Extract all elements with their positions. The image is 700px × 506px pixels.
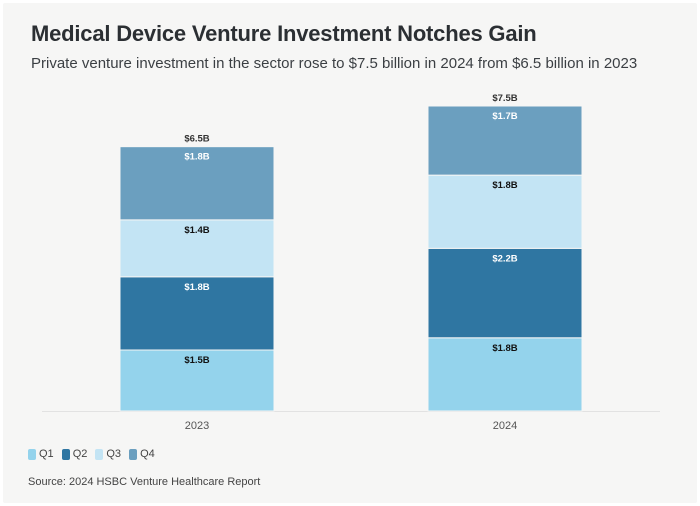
legend-swatch-q4 bbox=[129, 448, 138, 460]
legend: Q1 Q2 Q3 Q4 bbox=[28, 448, 157, 460]
legend-item-q3: Q3 bbox=[95, 448, 121, 460]
x-tick-label-2024: 2024 bbox=[493, 420, 517, 432]
data-label-2023-q4: $1.8B bbox=[184, 152, 209, 163]
source-note: Source: 2024 HSBC Venture Healthcare Rep… bbox=[28, 476, 261, 488]
chart-title: Medical Device Venture Investment Notche… bbox=[31, 21, 537, 46]
chart-subtitle: Private venture investment in the sector… bbox=[31, 55, 638, 72]
legend-item-q2: Q2 bbox=[61, 448, 88, 460]
bar-segment-2024-q2 bbox=[427, 247, 583, 339]
bar-segment-2023-q2 bbox=[119, 276, 275, 351]
data-label-2023-q1: $1.5B bbox=[184, 355, 209, 366]
bar-segment-2023-q3 bbox=[119, 219, 275, 278]
bar-segment-2024-q4 bbox=[427, 105, 583, 176]
legend-item-q4: Q4 bbox=[129, 448, 155, 460]
data-label-2024-q3: $1.8B bbox=[492, 180, 517, 191]
total-label-2023: $6.5B bbox=[184, 134, 209, 145]
x-tick-label-2023: 2023 bbox=[185, 420, 209, 432]
legend-label-q1: Q1 bbox=[39, 448, 54, 460]
legend-label-q4: Q4 bbox=[140, 448, 155, 460]
bar-segment-2024-q1 bbox=[427, 337, 583, 412]
bar-segment-2024-q3 bbox=[427, 174, 583, 249]
legend-swatch-q3 bbox=[95, 448, 104, 460]
total-label-2024: $7.5B bbox=[492, 93, 517, 104]
data-label-2023-q2: $1.8B bbox=[184, 282, 209, 293]
legend-label-q2: Q2 bbox=[72, 448, 88, 460]
legend-swatch-q1 bbox=[28, 448, 36, 460]
data-label-2024-q2: $2.2B bbox=[492, 253, 517, 264]
data-label-2024-q1: $1.8B bbox=[492, 343, 517, 354]
legend-label-q3: Q3 bbox=[106, 448, 122, 460]
bar-segment-2023-q4 bbox=[119, 146, 275, 221]
data-label-2024-q4: $1.7B bbox=[492, 111, 517, 122]
legend-swatch-q2 bbox=[61, 448, 70, 460]
legend-item-q1: Q1 bbox=[28, 448, 54, 460]
data-label-2023-q3: $1.4B bbox=[184, 225, 209, 236]
